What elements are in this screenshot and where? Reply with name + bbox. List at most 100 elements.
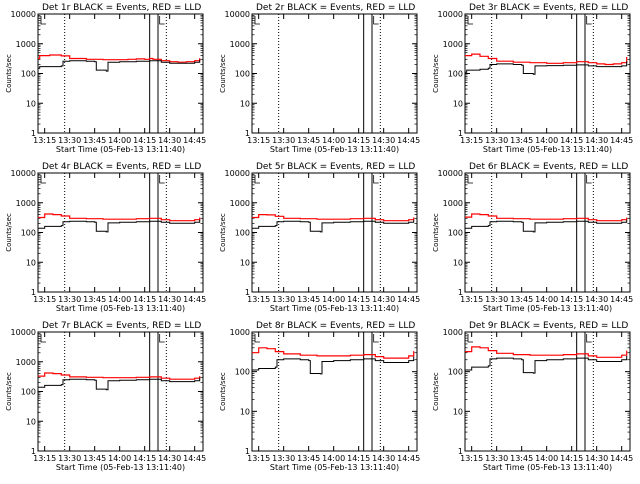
plot-frame bbox=[464, 172, 631, 293]
y-tick-label: 1 bbox=[245, 447, 250, 456]
y-axis-label: Counts/sec bbox=[5, 213, 13, 252]
x-tick-label: 14:30 bbox=[372, 295, 395, 304]
chart-title: Det 5r BLACK = Events, RED = LLD bbox=[256, 162, 415, 172]
bracket-mark bbox=[159, 334, 165, 343]
bracket-mark bbox=[586, 16, 592, 25]
x-axis-label: Start Time (05-Feb-13 13:11:40) bbox=[270, 304, 399, 313]
chart-panel: Det 4r BLACK = Events, RED = LLD 1 10 100 10… bbox=[5, 162, 206, 313]
x-tick-label: 14:30 bbox=[585, 454, 608, 463]
x-tick-label: 14:00 bbox=[322, 136, 345, 145]
y-tick-label: 1000 bbox=[230, 40, 250, 49]
y-tick-label: 1000 bbox=[230, 199, 250, 208]
x-tick-label: 14:30 bbox=[372, 136, 395, 145]
y-tick-label: 10000 bbox=[225, 10, 250, 19]
y-tick-label: 10000 bbox=[11, 328, 36, 337]
series-line-events bbox=[38, 377, 201, 391]
y-tick-label: 1000 bbox=[16, 40, 36, 49]
chart-panel: Det 5r BLACK = Events, RED = LLD 1 10 100 10… bbox=[219, 162, 420, 313]
x-tick-label: 13:45 bbox=[510, 136, 533, 145]
x-axis-label: Start Time (05-Feb-13 13:11:40) bbox=[270, 145, 399, 154]
chart-title: Det 2r BLACK = Events, RED = LLD bbox=[256, 3, 415, 13]
x-tick-label: 13:45 bbox=[297, 136, 320, 145]
y-axis-label: Counts/sec bbox=[432, 54, 440, 93]
y-tick-label: 1000 bbox=[230, 328, 250, 337]
chart-title: Det 6r BLACK = Events, RED = LLD bbox=[469, 162, 628, 172]
y-tick-label: 1 bbox=[31, 129, 36, 138]
bracket-mark bbox=[40, 175, 46, 184]
x-tick-label: 14:15 bbox=[133, 136, 156, 145]
chart-panel: Det 8r BLACK = Events, RED = LLD 1 10 100 10… bbox=[219, 321, 420, 472]
bracket-mark bbox=[40, 334, 46, 343]
x-tick-label: 14:15 bbox=[133, 454, 156, 463]
x-tick-label: 13:30 bbox=[58, 136, 81, 145]
x-tick-label: 13:15 bbox=[33, 295, 56, 304]
series-line-lld bbox=[38, 213, 201, 222]
series-line-events bbox=[252, 219, 415, 233]
x-tick-label: 13:15 bbox=[460, 295, 483, 304]
bracket-mark bbox=[254, 16, 260, 25]
x-tick-label: 14:45 bbox=[397, 295, 420, 304]
x-tick-label: 13:15 bbox=[247, 454, 270, 463]
x-tick-label: 14:00 bbox=[108, 454, 131, 463]
y-tick-label: 10 bbox=[453, 258, 463, 267]
chart-panel: Det 6r BLACK = Events, RED = LLD 1 10 100 10… bbox=[432, 162, 633, 313]
chart-panel: Det 1r BLACK = Events, RED = LLD 1 10 100 10… bbox=[5, 3, 206, 154]
y-tick-label: 10 bbox=[453, 99, 463, 108]
chart-title: Det 9r BLACK = Events, RED = LLD bbox=[469, 321, 628, 331]
y-axis-label: Counts/sec bbox=[5, 372, 13, 411]
bracket-mark bbox=[586, 334, 592, 343]
x-tick-label: 14:30 bbox=[158, 295, 181, 304]
series-line-lld bbox=[252, 214, 415, 222]
y-tick-label: 10000 bbox=[438, 10, 463, 19]
x-tick-label: 14:15 bbox=[560, 454, 583, 463]
chart-panel: Det 3r BLACK = Events, RED = LLD 1 10 100 10… bbox=[432, 3, 633, 154]
bracket-mark bbox=[159, 175, 165, 184]
x-tick-label: 13:45 bbox=[510, 295, 533, 304]
y-tick-label: 1000 bbox=[443, 328, 463, 337]
y-axis-label: Counts/sec bbox=[219, 372, 227, 411]
series-line-events bbox=[38, 59, 201, 72]
x-tick-label: 13:30 bbox=[58, 454, 81, 463]
y-axis-label: Counts/sec bbox=[432, 213, 440, 252]
x-tick-label: 13:30 bbox=[485, 454, 508, 463]
x-axis-label: Start Time (05-Feb-13 13:11:40) bbox=[483, 463, 612, 472]
x-tick-label: 13:30 bbox=[485, 295, 508, 304]
bracket-mark bbox=[467, 16, 473, 25]
bracket-mark bbox=[373, 334, 379, 343]
series-line-events bbox=[465, 61, 628, 75]
x-tick-label: 14:00 bbox=[535, 136, 558, 145]
x-tick-label: 14:45 bbox=[610, 136, 633, 145]
y-tick-label: 1 bbox=[245, 129, 250, 138]
x-tick-label: 13:30 bbox=[272, 454, 295, 463]
x-tick-label: 14:45 bbox=[397, 454, 420, 463]
bracket-mark bbox=[373, 16, 379, 25]
x-tick-label: 14:00 bbox=[322, 295, 345, 304]
series-line-lld bbox=[465, 213, 628, 222]
plot-frame bbox=[37, 172, 204, 293]
x-tick-label: 14:45 bbox=[183, 454, 206, 463]
y-tick-label: 100 bbox=[448, 70, 463, 79]
series-line-events bbox=[38, 219, 201, 233]
series-line-lld bbox=[465, 346, 628, 358]
x-tick-label: 14:30 bbox=[158, 136, 181, 145]
x-tick-label: 13:45 bbox=[83, 136, 106, 145]
chart-title: Det 4r BLACK = Events, RED = LLD bbox=[42, 162, 201, 172]
x-tick-label: 14:00 bbox=[535, 454, 558, 463]
x-tick-label: 14:30 bbox=[585, 295, 608, 304]
plot-frame bbox=[464, 331, 631, 452]
x-tick-label: 13:45 bbox=[297, 295, 320, 304]
x-axis-label: Start Time (05-Feb-13 13:11:40) bbox=[56, 145, 185, 154]
plot-frame bbox=[37, 331, 204, 452]
y-tick-label: 10 bbox=[240, 407, 250, 416]
bracket-mark bbox=[254, 334, 260, 343]
plot-frame bbox=[37, 13, 204, 134]
y-tick-label: 100 bbox=[235, 229, 250, 238]
y-axis-label: Counts/sec bbox=[219, 54, 227, 93]
x-axis-label: Start Time (05-Feb-13 13:11:40) bbox=[483, 145, 612, 154]
series-line-lld bbox=[465, 53, 628, 66]
series-line-lld bbox=[38, 372, 201, 380]
chart-title: Det 7r BLACK = Events, RED = LLD bbox=[42, 321, 201, 331]
y-tick-label: 1000 bbox=[443, 199, 463, 208]
y-tick-label: 1 bbox=[458, 447, 463, 456]
y-axis-label: Counts/sec bbox=[219, 213, 227, 252]
